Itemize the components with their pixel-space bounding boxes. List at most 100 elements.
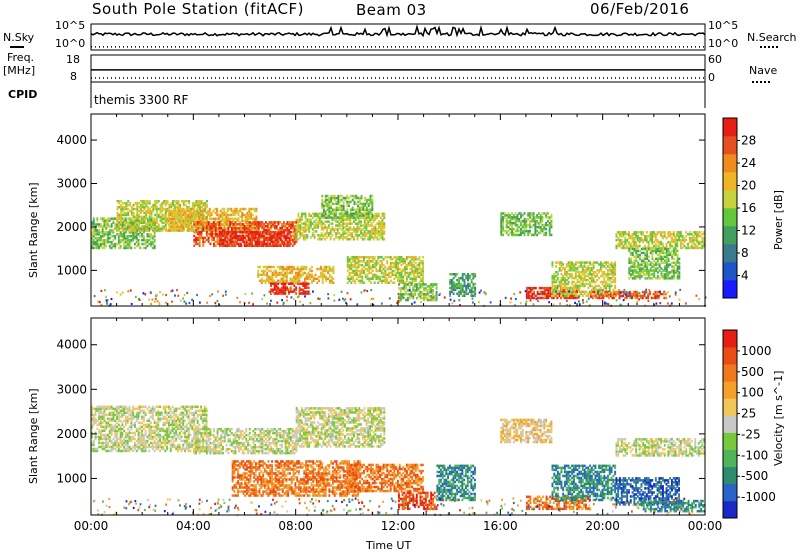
echo-cell [354, 260, 356, 263]
echo-cell [651, 231, 654, 234]
echo-cell [635, 235, 638, 238]
echo-cell [601, 292, 604, 295]
echo-cell [357, 275, 360, 279]
echo-cell [128, 217, 131, 220]
echo-cell [655, 263, 657, 266]
echo-cell [340, 206, 343, 209]
echo-cell [370, 228, 373, 231]
echo-cell [638, 294, 641, 298]
echo-cell [589, 282, 591, 286]
echo-cell [180, 221, 183, 224]
echo-cell [279, 242, 282, 246]
echo-cell [288, 238, 291, 242]
echo-cell [655, 249, 657, 253]
echo-cell [167, 211, 170, 215]
echo-cell [123, 211, 126, 215]
echo-cell [395, 271, 398, 275]
echo-cell [168, 203, 171, 207]
echo-cell [529, 216, 531, 219]
echo-cell [205, 211, 208, 215]
echo-cell [217, 217, 220, 221]
echo-cell [518, 212, 521, 215]
echo-cell [177, 202, 180, 205]
echo-cell [347, 226, 350, 229]
echo-cell [92, 233, 95, 236]
echo-cell [92, 246, 95, 250]
echo-cell [311, 265, 313, 269]
echo-cell [553, 294, 556, 297]
echo-cell [635, 231, 638, 234]
echo-cell [459, 292, 462, 295]
echo-cell [653, 271, 656, 274]
echo-cell [259, 225, 262, 228]
echo-cell [293, 288, 296, 291]
echo-cell [452, 282, 455, 286]
echo-cell [200, 234, 203, 238]
echo-cell [242, 230, 245, 234]
echo-cell [423, 283, 425, 286]
echo-cell [630, 257, 632, 261]
echo-cell [679, 246, 682, 250]
echo-cell [540, 286, 543, 290]
echo-cell [379, 216, 382, 219]
echo-cell [243, 228, 246, 232]
echo-cell [368, 258, 371, 261]
echo-cell [647, 244, 650, 248]
echo-cell [376, 222, 379, 225]
echo-cell [629, 290, 632, 294]
echo-cell [176, 213, 179, 217]
echo-cell [275, 290, 278, 293]
echo-cell [649, 273, 652, 276]
echo-cell [536, 225, 539, 229]
echo-cell [176, 211, 179, 215]
echo-cell [416, 271, 419, 275]
echo-cell [251, 238, 254, 242]
echo-cell [354, 281, 356, 284]
echo-cell [511, 227, 513, 231]
echo-cell [613, 292, 616, 296]
echo-cell [363, 260, 365, 263]
echo-cell [371, 194, 374, 198]
echo-cell [135, 219, 138, 222]
echo-cell [509, 227, 512, 231]
echo-cell [164, 227, 167, 230]
echo-cell [238, 236, 241, 240]
echo-cell [411, 267, 414, 271]
echo-cell [618, 296, 621, 300]
echo-cell [200, 205, 203, 209]
echo-cell [630, 265, 632, 268]
echo-cell [639, 269, 641, 272]
echo-cell [159, 205, 162, 209]
echo-cell [357, 258, 360, 261]
echo-cell [230, 234, 233, 238]
echo-cell [275, 225, 278, 228]
echo-cell [353, 230, 355, 233]
echo-cell [141, 238, 143, 242]
echo-cell [676, 238, 679, 242]
echo-cell [370, 265, 372, 269]
echo-cell [156, 219, 158, 223]
echo-cell [520, 216, 522, 219]
echo-cell [545, 227, 547, 231]
echo-cell [270, 234, 273, 238]
echo-cell [251, 213, 254, 217]
echo-cell [585, 278, 588, 282]
echo-cell [348, 265, 351, 269]
echo-cell [352, 263, 355, 267]
echo-cell [355, 269, 358, 273]
echo-cell [295, 238, 298, 242]
echo-cell [368, 256, 371, 259]
echo-cell [424, 293, 427, 296]
echo-cell [333, 210, 336, 213]
echo-cell [272, 221, 274, 224]
echo-cell [567, 280, 570, 284]
echo-cell [166, 202, 169, 205]
echo-cell [180, 225, 183, 228]
echo-cell [555, 286, 557, 290]
echo-cell [467, 276, 469, 280]
echo-cell [123, 225, 126, 228]
echo-cell [284, 223, 287, 226]
echo-cell [521, 231, 524, 235]
echo-cell [92, 217, 95, 220]
echo-cell [331, 222, 334, 225]
